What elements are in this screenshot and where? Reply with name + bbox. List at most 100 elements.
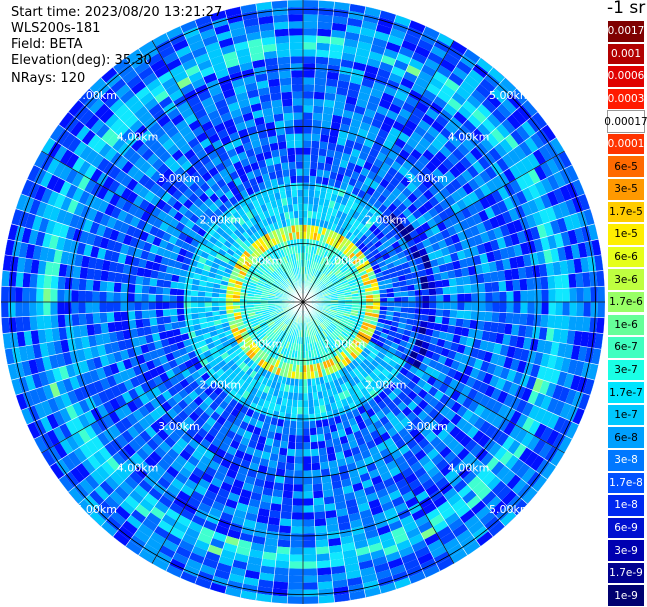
ppi-cell: [504, 454, 519, 470]
ppi-cell: [509, 334, 518, 348]
ppi-cell: [100, 270, 109, 282]
ppi-cell: [439, 145, 452, 158]
ppi-cell: [322, 489, 334, 498]
ppi-cell: [359, 340, 368, 348]
ppi-cell: [484, 515, 501, 532]
ppi-cell: [450, 293, 458, 302]
ppi-cell: [406, 154, 418, 166]
ppi-cell: [318, 588, 334, 597]
ppi-cell: [303, 14, 319, 22]
ppi-cell: [355, 495, 369, 506]
ppi-cell: [303, 133, 312, 141]
ppi-cell: [183, 443, 196, 456]
ppi-cell: [267, 364, 275, 373]
ppi-cell: [429, 336, 439, 346]
ppi-cell: [348, 82, 362, 92]
ppi-cell: [299, 365, 303, 373]
ppi-cell: [287, 596, 303, 604]
ppi-cell: [463, 284, 472, 294]
ppi-cell: [352, 299, 360, 302]
ppi-cell: [434, 315, 443, 324]
ppi-cell: [570, 344, 581, 361]
ppi-cell: [313, 247, 318, 255]
ppi-cell: [313, 327, 318, 335]
ppi-cell: [496, 354, 507, 368]
ppi-cell: [285, 341, 290, 349]
ppi-cell: [331, 256, 339, 264]
ppi-cell: [423, 403, 434, 415]
ppi-cell: [426, 143, 440, 156]
ppi-cell: [315, 326, 321, 334]
ppi-cell: [318, 283, 325, 289]
ppi-cell: [179, 466, 193, 479]
ppi-cell: [348, 125, 360, 136]
ppi-cell: [365, 305, 374, 310]
ppi-cell: [336, 250, 343, 259]
ppi-cell: [359, 234, 368, 243]
ppi-cell: [295, 442, 303, 450]
ppi-cell: [199, 381, 210, 392]
ppi-cell: [466, 425, 480, 439]
ppi-cell: [540, 410, 554, 427]
ppi-cell: [444, 512, 460, 526]
ppi-cell: [311, 268, 316, 276]
ppi-cell: [295, 322, 299, 330]
ppi-cell: [133, 484, 149, 499]
ppi-cell: [484, 165, 498, 180]
ppi-cell: [345, 346, 353, 355]
ppi-cell: [583, 302, 591, 318]
ppi-cell: [448, 135, 462, 149]
ppi-cell: [365, 294, 374, 299]
ppi-cell: [360, 216, 370, 226]
ppi-cell: [437, 428, 450, 441]
ppi-cell: [285, 326, 291, 334]
ppi-cell: [339, 264, 347, 272]
ppi-cell: [341, 442, 351, 452]
ppi-cell: [392, 472, 405, 484]
ppi-cell: [455, 86, 471, 101]
ppi-cell: [450, 389, 462, 402]
ppi-cell: [334, 501, 347, 510]
ppi-cell: [428, 408, 440, 420]
ppi-cell: [352, 384, 361, 394]
ppi-cell: [253, 372, 261, 381]
ppi-cell: [307, 322, 311, 330]
ppi-cell: [344, 337, 353, 345]
ppi-cell: [148, 487, 163, 501]
ppi-cell: [322, 308, 330, 313]
ppi-cell: [318, 7, 334, 16]
ppi-cell: [253, 528, 267, 538]
ppi-cell: [255, 420, 264, 429]
ppi-cell: [414, 514, 430, 528]
ppi-cell: [246, 339, 254, 347]
ppi-cell: [462, 100, 477, 115]
ppi-cell: [364, 64, 379, 75]
ppi-cell: [467, 388, 479, 401]
ppi-cell: [394, 438, 407, 450]
ppi-cell: [533, 196, 546, 212]
ppi-cell: [423, 260, 432, 270]
ppi-cell: [488, 67, 505, 83]
ppi-cell: [329, 43, 344, 53]
ppi-cell: [433, 401, 445, 413]
ppi-cell: [346, 505, 360, 515]
ppi-cell: [393, 422, 405, 433]
ppi-cell: [305, 238, 310, 247]
ppi-cell: [225, 498, 238, 509]
ppi-cell: [341, 237, 349, 246]
ppi-cell: [414, 545, 431, 559]
ppi-cell: [155, 294, 163, 302]
ppi-cell: [210, 372, 220, 382]
ppi-cell: [279, 440, 289, 449]
ppi-cell: [106, 291, 114, 302]
ppi-cell: [306, 274, 309, 282]
ppi-cell: [338, 360, 346, 369]
ppi-cell: [334, 370, 342, 379]
ppi-cell: [315, 218, 321, 227]
ppi-cell: [292, 335, 296, 344]
ppi-cell: [303, 49, 317, 57]
ppi-cell: [271, 366, 278, 375]
ppi-cell: [392, 207, 403, 218]
ppi-cell: [270, 333, 277, 341]
ppi-cell: [318, 148, 328, 157]
